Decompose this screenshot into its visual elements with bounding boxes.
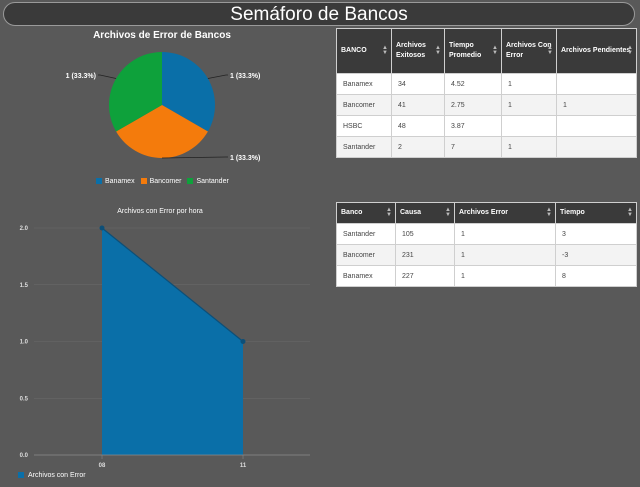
page-title: Semáforo de Bancos: [3, 2, 635, 26]
table-cell: 1: [556, 94, 637, 116]
table-cell: 1: [454, 223, 556, 245]
table-cell: 3.87: [444, 115, 502, 137]
table-cell: 8: [555, 265, 637, 287]
y-tick-label: 0.5: [20, 396, 29, 402]
table-cell: 48: [391, 115, 445, 137]
table-cell: -3: [555, 244, 637, 266]
table-cell: 1: [501, 94, 557, 116]
table-cell: 1: [501, 136, 557, 158]
data-point[interactable]: [240, 339, 246, 344]
pie-data-label: 1 (33.3%): [230, 73, 260, 80]
col-header-tiempo[interactable]: Tiempo Promedio ▲ ▼: [444, 28, 502, 74]
pie-slice-banamex[interactable]: [162, 52, 215, 132]
legend-item-banamex[interactable]: Banamex: [96, 178, 135, 185]
legend-label: Banamex: [105, 178, 135, 185]
table-cell: Bancomer: [336, 244, 396, 266]
pie-chart: 1 (33.3%) 1 (33.3%) 1 (33.3%): [66, 52, 260, 162]
legend-item-santander[interactable]: Santander: [187, 178, 229, 185]
table-cell: HSBC: [336, 115, 392, 137]
summary-table: BANCO ▲ ▼ Archivos Exitosos ▲ ▼ Tiempo Prome…: [336, 28, 637, 158]
table-cell: 1: [454, 265, 556, 287]
area-chart: 0.0 0.5 1.0 1.5 2.0 08 11: [20, 225, 310, 469]
legend-item-bancomer[interactable]: Bancomer: [140, 178, 182, 185]
error-table: Banco ▲ ▼ Causa ▲ ▼ Archivos Error ▲ ▼ Tiempo ▲…: [336, 202, 637, 287]
table-cell: [501, 115, 557, 137]
table-cell: 41: [391, 94, 445, 116]
table-row[interactable]: Banamex 34 4.52 1: [336, 73, 637, 95]
table-cell: 7: [444, 136, 502, 158]
x-tick-label: 08: [99, 463, 106, 469]
table-row[interactable]: Bancomer 231 1 -3: [336, 244, 637, 266]
x-tick-label: 11: [240, 463, 247, 469]
series-line: [101, 227, 244, 342]
table-row[interactable]: Banamex 227 1 8: [336, 265, 637, 287]
pie-data-label: 1 (33.3%): [66, 73, 96, 80]
table-cell: 231: [395, 244, 455, 266]
table-cell: Banamex: [336, 73, 392, 95]
pie-chart-title: Archivos de Error de Bancos: [93, 30, 231, 41]
table-cell: 1: [501, 73, 557, 95]
pie-label-line: [98, 74, 117, 79]
legend-label: Santander: [196, 178, 229, 185]
col-header-banco[interactable]: BANCO ▲ ▼: [336, 28, 392, 74]
table-cell: [556, 115, 637, 137]
table-cell: [556, 136, 637, 158]
area-legend[interactable]: Archivos con Error: [18, 472, 86, 479]
table-cell: 2.75: [444, 94, 502, 116]
table-cell: Bancomer: [336, 94, 392, 116]
pie-legend: Banamex Bancomer Santander: [96, 178, 229, 185]
table-cell: 3: [555, 223, 637, 245]
table-cell: 105: [395, 223, 455, 245]
legend-label: Bancomer: [149, 178, 182, 185]
y-tick-label: 1.0: [20, 340, 29, 346]
col-header-error[interactable]: Archivos Con Error ▲ ▼: [501, 28, 557, 74]
legend-label: Archivos con Error: [28, 472, 86, 479]
table-row[interactable]: Santander 105 1 3: [336, 223, 637, 245]
pie-label-line: [207, 74, 228, 79]
col-header-pendientes[interactable]: Archivos Pendientes ▲ ▼: [556, 28, 637, 74]
pie-slice-santander[interactable]: [109, 52, 162, 132]
table-row[interactable]: Bancomer 41 2.75 1 1: [336, 94, 637, 116]
col-header-archivos-error[interactable]: Archivos Error ▲ ▼: [454, 202, 556, 224]
area-series: [102, 228, 243, 455]
y-tick-label: 1.5: [20, 283, 29, 289]
y-tick-label: 2.0: [20, 226, 29, 232]
table-row[interactable]: HSBC 48 3.87: [336, 115, 637, 137]
table-cell: Santander: [336, 223, 396, 245]
col-header-banco[interactable]: Banco ▲ ▼: [336, 202, 396, 224]
table-cell: 2: [391, 136, 445, 158]
data-point[interactable]: [99, 225, 105, 231]
table-cell: [556, 73, 637, 95]
pie-label-line: [161, 156, 228, 159]
pie-data-label: 1 (33.3%): [230, 155, 260, 162]
col-header-tiempo[interactable]: Tiempo ▲ ▼: [555, 202, 637, 224]
table-cell: 4.52: [444, 73, 502, 95]
col-header-causa[interactable]: Causa ▲ ▼: [395, 202, 455, 224]
y-tick-label: 0.0: [20, 453, 29, 459]
table-cell: 1: [454, 244, 556, 266]
table-cell: 34: [391, 73, 445, 95]
table-row[interactable]: Santander 2 7 1: [336, 136, 637, 158]
col-header-exitosos[interactable]: Archivos Exitosos ▲ ▼: [391, 28, 445, 74]
area-chart-title: Archivos con Error por hora: [117, 208, 203, 215]
table-cell: Banamex: [336, 265, 396, 287]
table-cell: Santander: [336, 136, 392, 158]
table-cell: 227: [395, 265, 455, 287]
